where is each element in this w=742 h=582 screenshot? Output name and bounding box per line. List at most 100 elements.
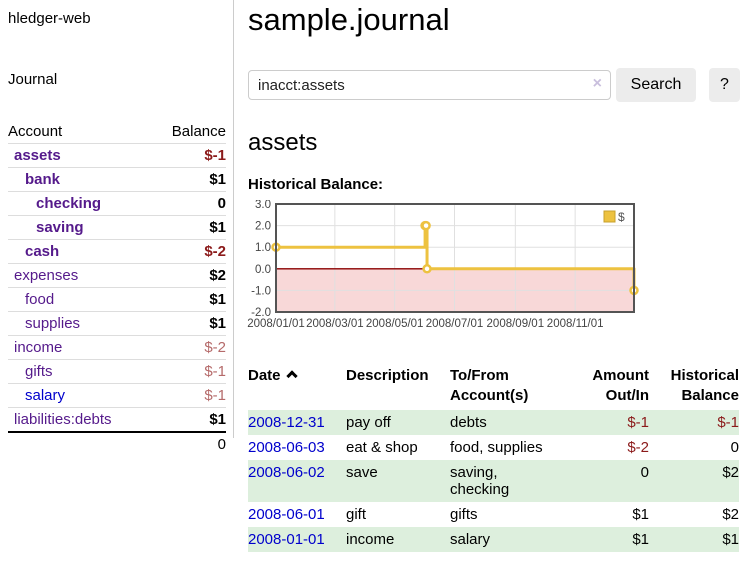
balance-column-header: Historical Balance [670, 367, 739, 404]
account-link[interactable]: assets [14, 147, 61, 164]
transaction-amount: $-2 [627, 439, 649, 456]
sidebar: hledger-web Journal Account Balance asse… [0, 0, 234, 456]
transaction-description: gift [346, 506, 367, 523]
account-row: food $1 [8, 287, 226, 312]
account-link[interactable]: salary [25, 387, 66, 404]
transaction-accounts: debts [450, 414, 487, 431]
transaction-date-link[interactable]: 2008-01-01 [248, 531, 325, 548]
account-row: saving $1 [8, 215, 226, 240]
account-balance: $-1 [166, 383, 226, 408]
account-row: salary $-1 [8, 383, 226, 408]
accounts-total-value: 0 [166, 431, 226, 456]
account-link[interactable]: bank [25, 171, 61, 188]
account-link[interactable]: expenses [14, 267, 79, 284]
accounts-body: assets $-1 bank $1 checking 0 saving $1 cash $-2 e… [8, 143, 226, 432]
transaction-balance: $1 [722, 531, 739, 548]
transaction-row: 2008-06-02 save saving, checking 0 $2 [248, 460, 739, 502]
transaction-row: 2008-06-03 eat & shop food, supplies $-2 0 [248, 435, 739, 460]
search-input[interactable] [248, 70, 611, 100]
transaction-date-link[interactable]: 2008-06-03 [248, 439, 325, 456]
transaction-amount: 0 [640, 464, 649, 481]
account-balance: $1 [166, 407, 226, 432]
account-row: checking 0 [8, 191, 226, 216]
main-content: sample.journal × Search ? assets Histori… [247, 0, 742, 552]
help-button[interactable]: ? [709, 68, 740, 102]
account-link[interactable]: checking [36, 195, 102, 212]
register-body: 2008-12-31 pay off debts $-1 $-1 2008-06-03 ea… [248, 410, 739, 552]
transaction-accounts: salary [450, 531, 491, 548]
transaction-amount: $-1 [627, 414, 649, 431]
account-balance: $-2 [166, 335, 226, 360]
balance-column-header: Balance [171, 123, 226, 140]
svg-text:$: $ [618, 210, 625, 224]
transaction-amount: $1 [632, 531, 649, 548]
svg-text:2.0: 2.0 [255, 221, 271, 233]
transaction-amount: $1 [632, 506, 649, 523]
transaction-date-link[interactable]: 2008-12-31 [248, 414, 325, 431]
account-row: supplies $1 [8, 311, 226, 336]
account-row: gifts $-1 [8, 359, 226, 384]
account-balance: 0 [166, 191, 226, 216]
accounts-table: Account Balance assets $-1 bank $1 checking 0… [8, 120, 226, 456]
svg-text:-2.0: -2.0 [251, 307, 271, 319]
account-row: liabilities:debts $1 [8, 407, 226, 432]
date-column-header[interactable]: Date [248, 364, 346, 410]
account-balance: $1 [166, 311, 226, 336]
account-heading: assets [248, 129, 318, 156]
transaction-balance: $2 [722, 464, 739, 481]
transaction-balance: $-1 [717, 414, 739, 431]
register-table: Date Description To/From Account(s) Amou… [248, 364, 739, 552]
transaction-date-link[interactable]: 2008-06-02 [248, 464, 325, 481]
transaction-date-link[interactable]: 2008-06-01 [248, 506, 325, 523]
balance-chart[interactable]: 3.0 2.0 1.0 0.0 -1.0 -2.0 2008/01/01 2008/03/01… [242, 199, 742, 340]
svg-text:-1.0: -1.0 [251, 285, 271, 297]
transaction-description: income [346, 531, 395, 548]
search-box: × [248, 70, 611, 100]
account-link[interactable]: cash [25, 243, 60, 260]
account-balance: $1 [166, 215, 226, 240]
account-link[interactable]: food [25, 291, 55, 308]
accounts-column-header: To/From Account(s) [450, 367, 529, 404]
account-link[interactable]: income [14, 339, 63, 356]
transaction-description: save [346, 464, 378, 481]
sort-ascending-icon [285, 370, 298, 382]
account-link[interactable]: saving [36, 219, 84, 236]
transaction-row: 2008-01-01 income salary $1 $1 [248, 527, 739, 552]
account-balance: $-1 [166, 143, 226, 168]
accounts-total-row: 0 [8, 431, 226, 456]
clear-search-icon[interactable]: × [592, 75, 602, 92]
svg-text:2008/05/01: 2008/05/01 [366, 318, 424, 330]
account-row: income $-2 [8, 335, 226, 360]
account-column-header: Account [8, 123, 63, 140]
transaction-row: 2008-06-01 gift gifts $1 $2 [248, 502, 739, 527]
app-title-link[interactable]: hledger-web [8, 10, 91, 27]
svg-text:2008/07/01: 2008/07/01 [426, 318, 484, 330]
journal-nav-link[interactable]: Journal [8, 71, 58, 88]
search-button[interactable]: Search [616, 68, 696, 102]
transaction-description: pay off [346, 414, 391, 431]
account-link[interactable]: liabilities:debts [14, 411, 112, 428]
transaction-description: eat & shop [346, 439, 418, 456]
svg-text:1.0: 1.0 [255, 242, 271, 254]
account-balance: $2 [166, 263, 226, 288]
search-form: × Search ? [248, 68, 742, 102]
transaction-balance: 0 [730, 439, 739, 456]
page-title: sample.journal [248, 2, 450, 37]
transaction-accounts: food, supplies [450, 439, 543, 456]
chart-title: Historical Balance: [248, 176, 384, 193]
svg-text:3.0: 3.0 [255, 200, 271, 211]
account-row: expenses $2 [8, 263, 226, 288]
svg-text:2008/09/01: 2008/09/01 [487, 318, 545, 330]
svg-text:2008/03/01: 2008/03/01 [306, 318, 364, 330]
account-row: assets $-1 [8, 143, 226, 168]
account-balance: $1 [166, 287, 226, 312]
account-link[interactable]: gifts [25, 363, 53, 380]
account-row: bank $1 [8, 167, 226, 192]
account-balance: $-2 [166, 239, 226, 264]
svg-text:0.0: 0.0 [255, 264, 271, 276]
transaction-row: 2008-12-31 pay off debts $-1 $-1 [248, 410, 739, 435]
account-link[interactable]: supplies [25, 315, 81, 332]
transaction-balance: $2 [722, 506, 739, 523]
transaction-accounts: gifts [450, 506, 478, 523]
register-header-row: Date Description To/From Account(s) Amou… [248, 364, 739, 410]
